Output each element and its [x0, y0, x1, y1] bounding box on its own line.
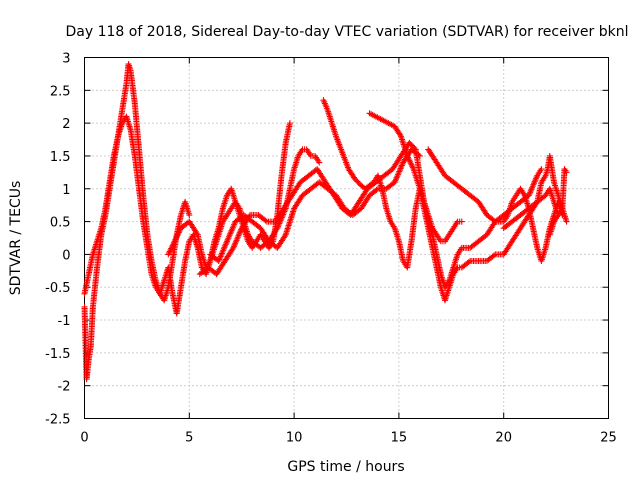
y-tick-label: -1 — [58, 314, 71, 329]
y-tick-label: 2.5 — [50, 84, 71, 99]
grid-lines — [84, 57, 609, 419]
y-tick-label: 1 — [62, 183, 70, 198]
y-tick-label: 0 — [62, 248, 70, 263]
data-point — [186, 212, 193, 219]
data-point-interp — [397, 131, 404, 138]
x-axis-title: GPS time / hours — [287, 459, 404, 475]
data-point-interp — [490, 217, 497, 224]
y-tick-label: -1.5 — [45, 347, 70, 362]
x-tick-label: 0 — [80, 431, 88, 446]
x-tick-label: 5 — [185, 431, 193, 446]
x-tick-label: 15 — [391, 431, 408, 446]
y-tick-label: 0.5 — [50, 216, 71, 231]
data-points — [81, 61, 570, 383]
data-point — [538, 166, 545, 173]
x-tick-label: 10 — [286, 431, 303, 446]
plot-frame — [84, 57, 609, 419]
axis-ticks — [84, 57, 609, 419]
data-point — [563, 169, 570, 176]
data-point-interp — [465, 259, 472, 266]
y-tick-label: -2.5 — [45, 413, 70, 428]
y-tick-label: -2 — [58, 380, 71, 395]
data-point — [286, 120, 293, 127]
y-tick-label: 3 — [62, 52, 70, 67]
x-tick-label: 25 — [600, 431, 617, 446]
y-tick-labels: -2.5 -2 -1.5 -1 -0.5 0 0.5 1 1.5 2 2.5 3 — [45, 52, 70, 428]
y-tick-label: -0.5 — [45, 281, 70, 296]
x-tick-label: 20 — [495, 431, 512, 446]
x-tick-labels: 0 5 10 15 20 25 — [80, 431, 616, 446]
y-tick-label: 2 — [62, 117, 70, 132]
data-point — [563, 218, 570, 225]
data-point-interp — [373, 186, 380, 193]
data-point — [458, 218, 465, 225]
data-point-interp — [262, 217, 269, 224]
y-tick-label: 1.5 — [50, 150, 71, 165]
data-point-interp — [490, 252, 497, 259]
chart-title: Day 118 of 2018, Sidereal Day-to-day VTE… — [66, 24, 629, 40]
y-axis-title: SDTVAR / TECUs — [8, 181, 24, 296]
data-point — [316, 159, 323, 166]
